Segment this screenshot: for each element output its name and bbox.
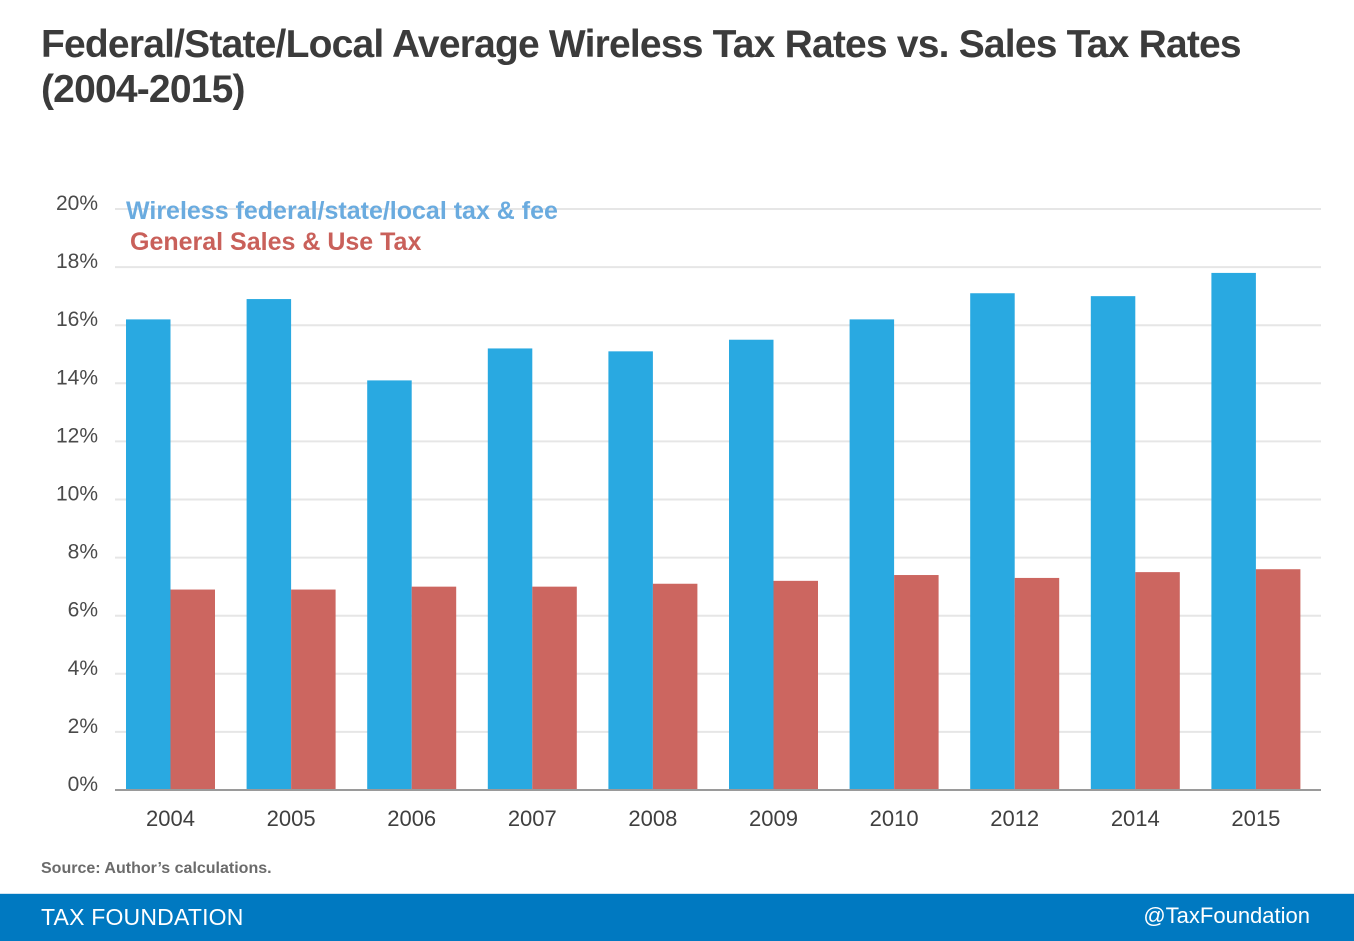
bar-wireless — [608, 351, 653, 790]
x-tick-label: 2014 — [1111, 806, 1160, 831]
x-tick-label: 2012 — [990, 806, 1039, 831]
chart-title: Federal/State/Local Average Wireless Tax… — [41, 22, 1331, 112]
footer-social-handle[interactable]: @TaxFoundation — [1143, 903, 1310, 928]
bar-wireless — [970, 293, 1015, 790]
y-tick-label: 2% — [68, 715, 98, 738]
bar-sales — [894, 575, 939, 790]
legend: Wireless federal/state/local tax & fee G… — [126, 197, 558, 256]
bar-sales — [773, 580, 818, 790]
x-tick-label: 2008 — [628, 806, 677, 831]
bar-sales — [652, 583, 698, 790]
source-note: Source: Author’s calculations. — [41, 860, 272, 877]
x-tick-label: 2004 — [146, 806, 195, 831]
y-tick-label: 16% — [56, 308, 98, 331]
bar-sales — [532, 586, 577, 790]
x-tick-label: 2007 — [508, 806, 557, 831]
bar-sales — [291, 589, 336, 790]
bar-wireless — [729, 339, 774, 790]
bar-sales — [1135, 572, 1180, 790]
y-tick-label: 18% — [56, 250, 98, 273]
bar-chart: 0%2%4%6%8%10%12%14%16%18%20% 2004 2005 200… — [56, 192, 1321, 831]
bars — [126, 272, 1301, 790]
y-tick-label: 14% — [56, 366, 98, 389]
x-tick-label: 2010 — [870, 806, 919, 831]
bar-sales — [170, 589, 215, 790]
bar-wireless — [1211, 272, 1256, 790]
legend-item-wireless: Wireless federal/state/local tax & fee — [126, 197, 558, 225]
bar-wireless — [246, 299, 292, 790]
y-tick-label: 10% — [56, 483, 98, 506]
bar-wireless — [487, 348, 533, 790]
x-tick-label: 2015 — [1231, 806, 1280, 831]
y-tick-label: 12% — [56, 424, 98, 447]
bar-sales — [411, 586, 457, 790]
x-tick-label: 2006 — [387, 806, 436, 831]
x-tick-label: 2005 — [267, 806, 316, 831]
y-tick-label: 6% — [68, 599, 98, 622]
y-tick-label: 0% — [68, 773, 98, 796]
bar-wireless — [849, 319, 895, 790]
y-tick-label: 4% — [68, 657, 98, 680]
bar-sales — [1014, 577, 1060, 790]
legend-item-sales: General Sales & Use Tax — [130, 228, 421, 256]
y-tick-label: 20% — [56, 192, 98, 215]
chart-title-line-2: (2004-2015) — [41, 68, 245, 111]
bar-sales — [1255, 569, 1301, 790]
footer-brand: TAX FOUNDATION — [41, 904, 244, 930]
footer-bar: TAX FOUNDATION @TaxFoundation — [0, 893, 1354, 941]
chart-title-line-1: Federal/State/Local Average Wireless Tax… — [41, 23, 1242, 66]
x-tick-label: 2009 — [749, 806, 798, 831]
y-axis-ticks: 0% 2% 4% 6% 8% 10% 12% 14% 16% 18% 20% — [56, 192, 98, 796]
bar-wireless — [126, 319, 171, 790]
bar-wireless — [367, 380, 412, 790]
y-tick-label: 8% — [68, 541, 98, 564]
bar-wireless — [1090, 296, 1136, 790]
x-axis-ticks: 2004 2005 2006 2007 2008 2009 2010 2012 2014 2015 — [146, 806, 1280, 831]
